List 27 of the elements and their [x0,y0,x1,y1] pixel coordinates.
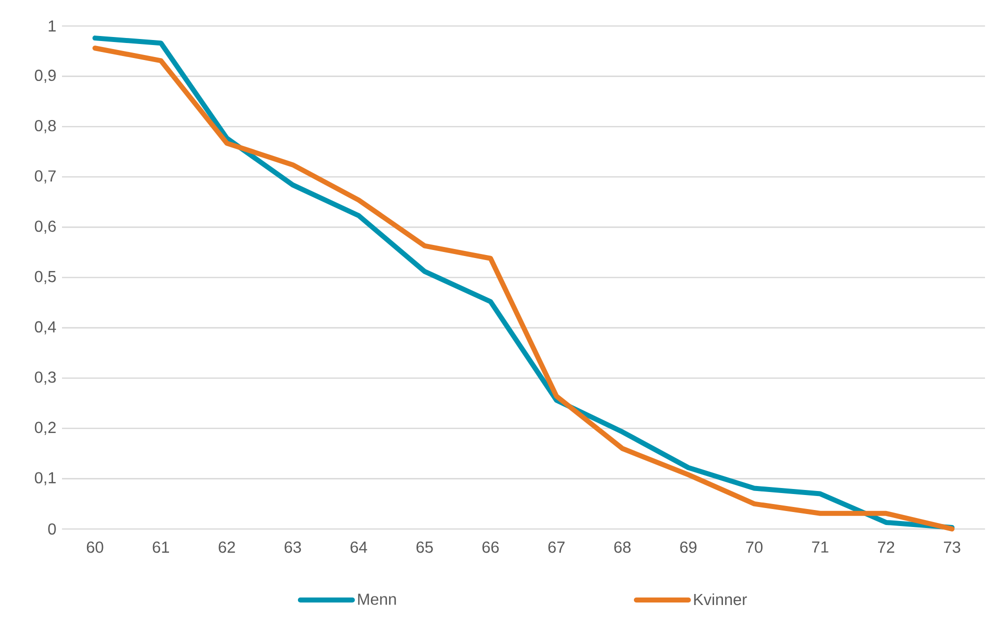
x-tick-label: 62 [218,542,235,553]
x-tick-label: 70 [746,542,763,553]
y-tick-label: 0 [48,523,56,535]
x-tick-label: 68 [614,542,631,553]
y-tick-label: 0,2 [34,422,56,435]
legend-label: Menn [358,594,396,605]
x-tick-label: 72 [878,542,894,553]
y-tick-label: 0,3 [34,371,56,385]
y-tick-label: 0,5 [34,270,56,284]
x-tick-label: 61 [152,542,170,553]
y-tick-label: 0,6 [34,220,56,234]
x-tick-label: 64 [350,542,368,553]
x-tick-label: 63 [284,542,301,553]
x-tick-label: 73 [944,542,960,553]
y-tick-label: 0,7 [34,170,56,184]
legend-label: Kvinner [694,593,747,606]
y-tick-label: 0,1 [34,472,56,486]
y-tick-label: 1 [48,20,56,32]
x-tick-label: 66 [482,542,499,553]
y-tick-label: 0,8 [34,120,56,134]
x-tick-label: 67 [548,542,565,553]
y-tick-label: 0,9 [34,70,56,83]
x-tick-label: 60 [86,542,104,553]
x-tick-label: 69 [680,542,696,553]
x-tick-label: 65 [416,542,433,553]
x-tick-label: 71 [812,542,828,553]
y-tick-label: 0,4 [34,321,56,334]
